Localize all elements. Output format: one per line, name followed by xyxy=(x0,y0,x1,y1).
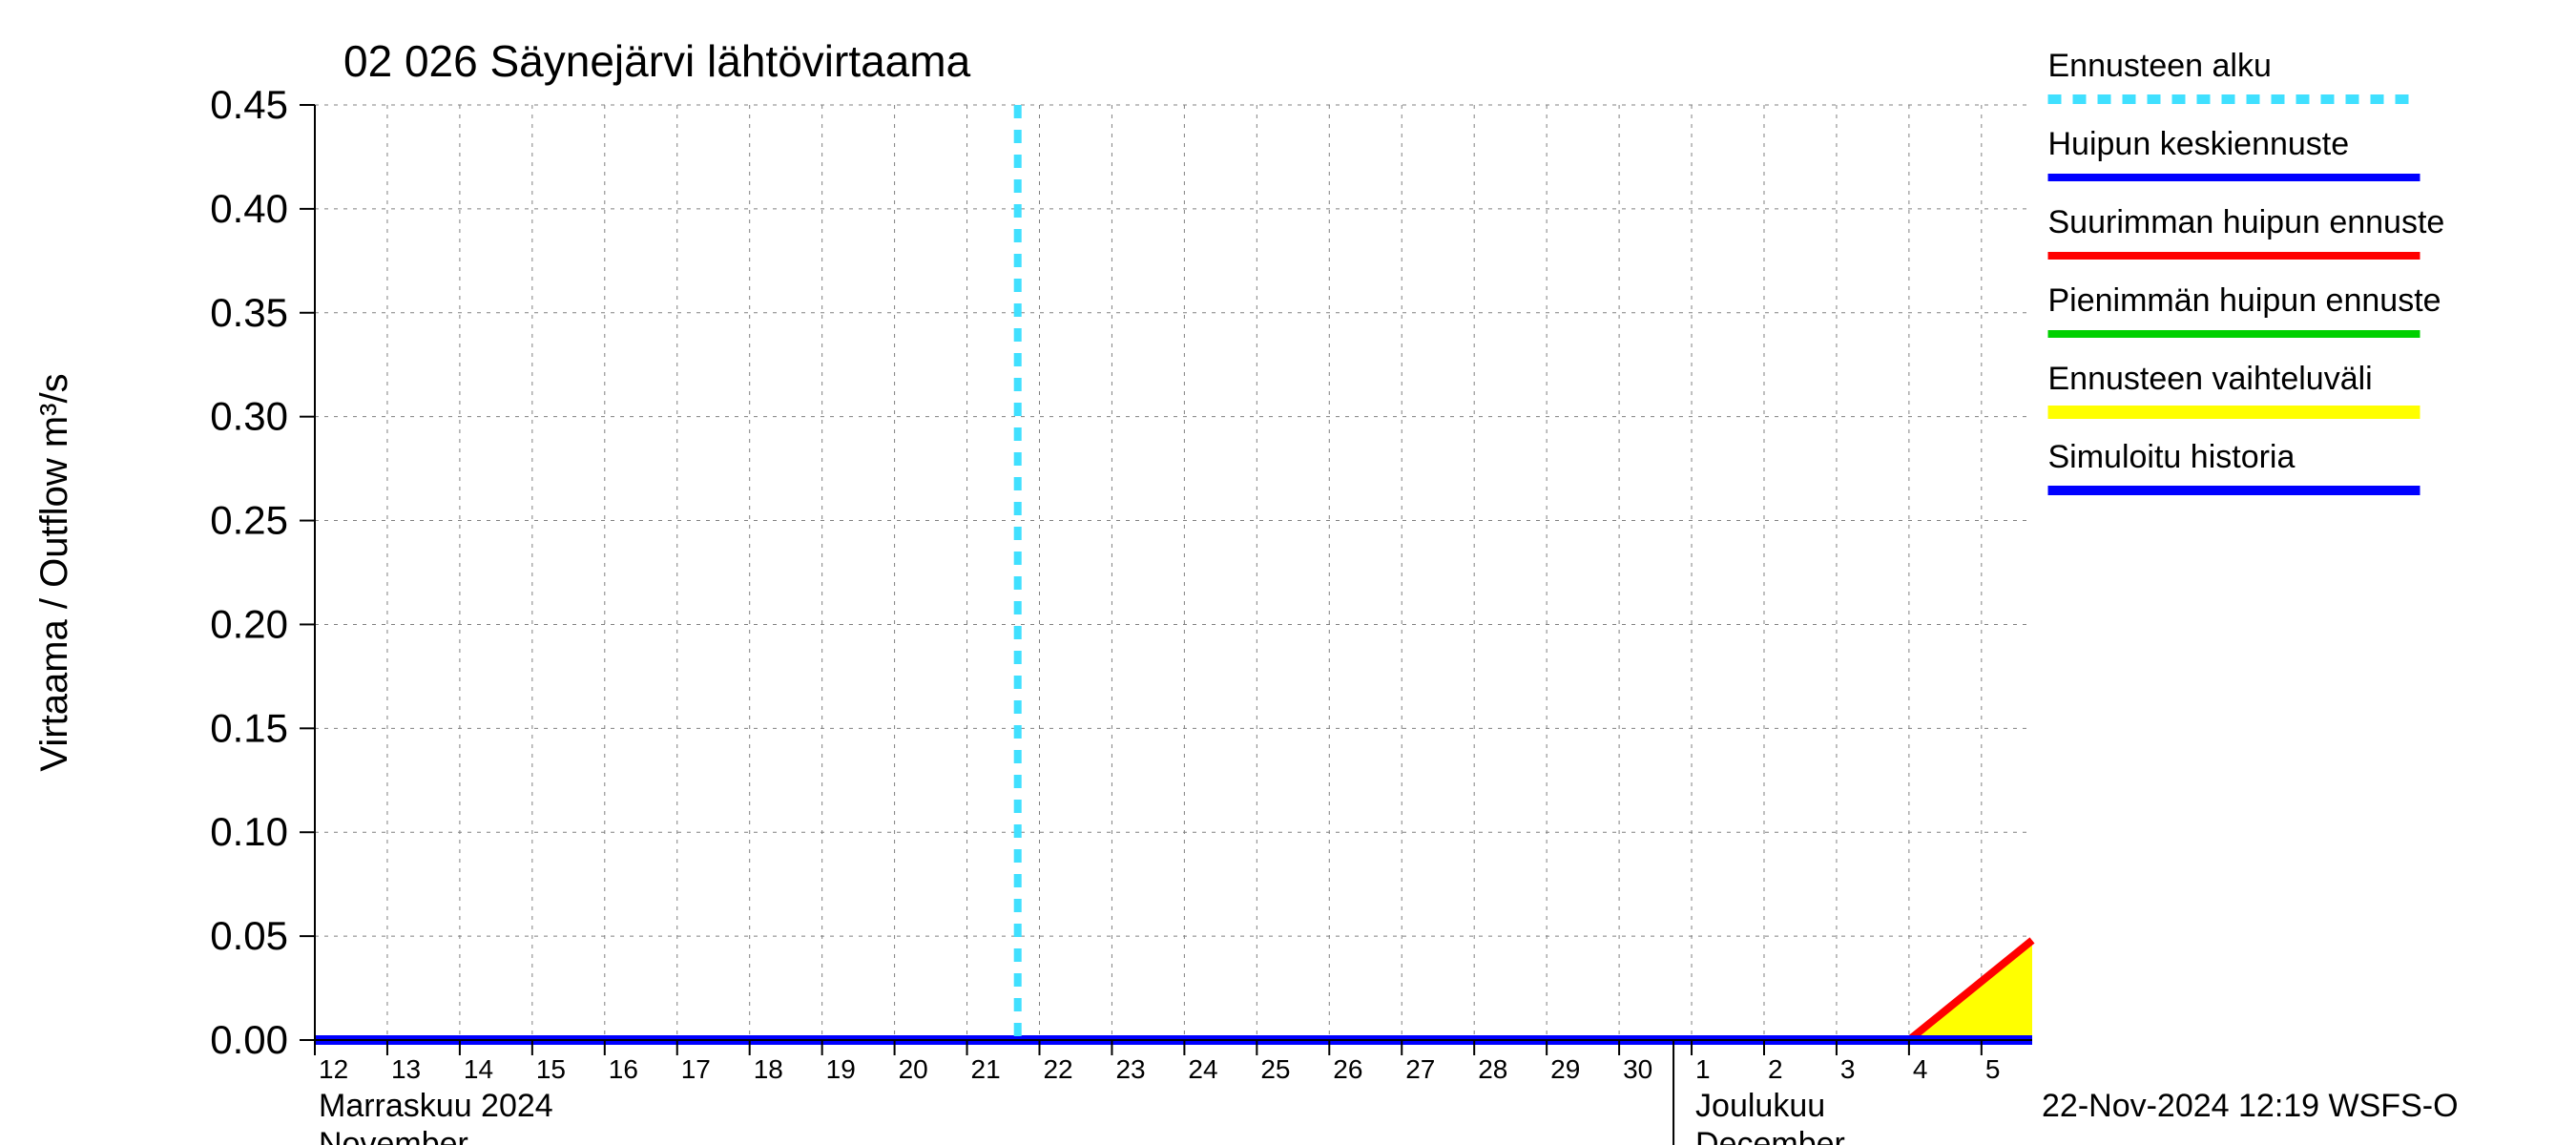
x-tick-label: 13 xyxy=(391,1054,421,1084)
x-tick-label: 30 xyxy=(1623,1054,1652,1084)
y-axis-title: Virtaama / Outflow m³/s xyxy=(33,373,75,771)
x-tick-label: 22 xyxy=(1043,1054,1072,1084)
x-tick-label: 28 xyxy=(1478,1054,1507,1084)
y-tick-label: 0.10 xyxy=(210,809,288,854)
x-tick-label: 27 xyxy=(1405,1054,1435,1084)
x-tick-label: 12 xyxy=(319,1054,348,1084)
chart-background xyxy=(0,0,2576,1145)
x-tick-label: 26 xyxy=(1333,1054,1362,1084)
legend-label: Simuloitu historia xyxy=(2048,439,2296,475)
y-tick-label: 0.05 xyxy=(210,913,288,958)
x-tick-label: 15 xyxy=(536,1054,566,1084)
legend-label: Huipun keskiennuste xyxy=(2048,126,2350,162)
y-tick-label: 0.20 xyxy=(210,601,288,646)
x-tick-label: 25 xyxy=(1260,1054,1290,1084)
y-tick-label: 0.00 xyxy=(210,1017,288,1062)
legend-label: Ennusteen alku xyxy=(2048,48,2272,84)
x-tick-label: 14 xyxy=(464,1054,493,1084)
chart-title: 02 026 Säynejärvi lähtövirtaama xyxy=(343,36,971,86)
x-tick-label: 1 xyxy=(1695,1054,1711,1084)
x-tick-label: 5 xyxy=(1985,1054,2001,1084)
x-tick-label: 4 xyxy=(1913,1054,1928,1084)
x-tick-label: 17 xyxy=(681,1054,711,1084)
y-tick-label: 0.40 xyxy=(210,186,288,231)
x-tick-label: 18 xyxy=(754,1054,783,1084)
hydrograph-chart: 0.00 0.05 0.10 0.15 0.20 0.25 0.30 0.35 0.40 0.45… xyxy=(0,0,2576,1145)
x-tick-label: 23 xyxy=(1115,1054,1145,1084)
legend-label: Pienimmän huipun ennuste xyxy=(2048,282,2441,319)
x-tick-label: 24 xyxy=(1188,1054,1217,1084)
y-tick-label: 0.45 xyxy=(210,82,288,127)
y-tick-label: 0.30 xyxy=(210,394,288,439)
month-label: Joulukuu xyxy=(1695,1088,1825,1124)
x-tick-label: 21 xyxy=(971,1054,1001,1084)
month-label: Marraskuu 2024 xyxy=(319,1088,553,1124)
x-tick-label: 19 xyxy=(826,1054,856,1084)
y-tick-label: 0.15 xyxy=(210,705,288,750)
month-label: November xyxy=(319,1126,468,1145)
x-tick-label: 2 xyxy=(1768,1054,1783,1084)
x-tick-label: 3 xyxy=(1840,1054,1856,1084)
chart-svg: 0.00 0.05 0.10 0.15 0.20 0.25 0.30 0.35 0.40 0.45… xyxy=(0,0,2576,1145)
x-tick-label: 29 xyxy=(1550,1054,1580,1084)
month-label: December xyxy=(1695,1126,1845,1145)
x-tick-label: 20 xyxy=(899,1054,928,1084)
y-tick-label: 0.25 xyxy=(210,498,288,543)
legend-label: Ennusteen vaihteluväli xyxy=(2048,361,2373,397)
legend-label: Suurimman huipun ennuste xyxy=(2048,204,2445,240)
y-tick-label: 0.35 xyxy=(210,290,288,335)
footer-timestamp: 22-Nov-2024 12:19 WSFS-O xyxy=(2042,1088,2459,1124)
x-tick-label: 16 xyxy=(609,1054,638,1084)
